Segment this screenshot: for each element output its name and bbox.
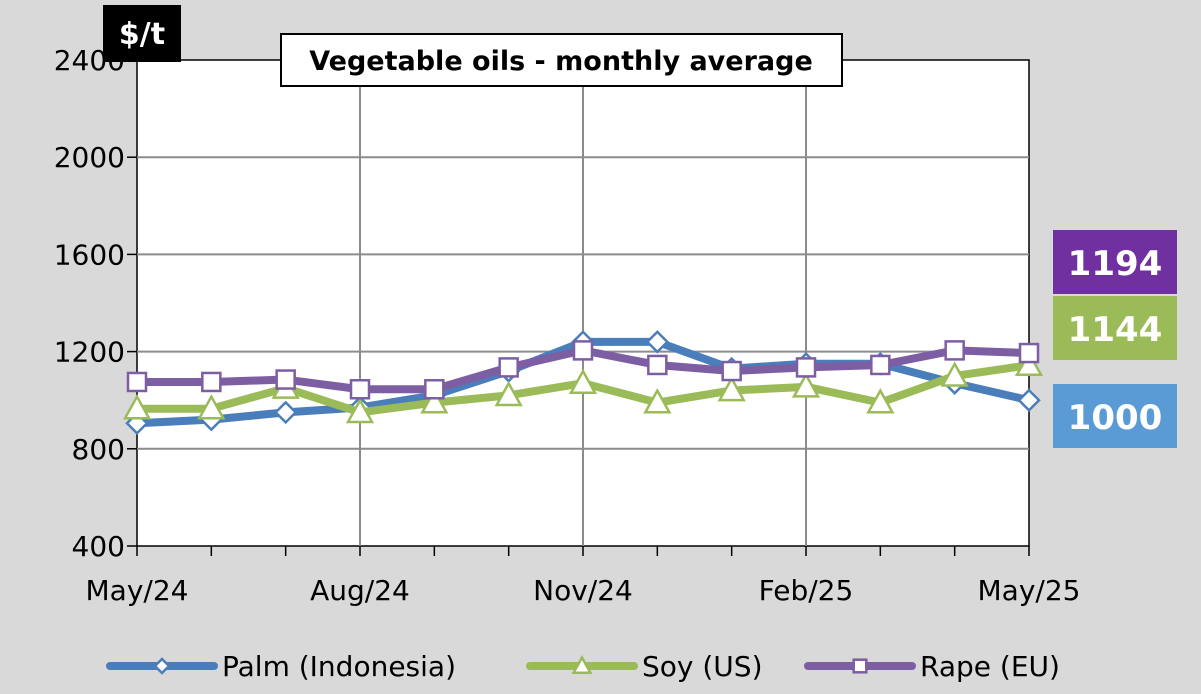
triangle-marker [494, 380, 523, 407]
triangle-marker [122, 394, 152, 420]
legend-label: Rape (EU) [920, 650, 1060, 683]
square-marker [349, 379, 371, 400]
y-tick-label: 1600 [54, 238, 125, 271]
unit-label-box [103, 5, 181, 62]
chart-title: Vegetable oils - monthly average [309, 46, 813, 77]
legend-item: Soy (US) [526, 650, 763, 683]
end-value-badge-label: 1194 [1068, 244, 1163, 284]
square-marker [126, 371, 148, 393]
diamond-marker [645, 330, 670, 354]
end-value-badge [1053, 384, 1177, 448]
triangle-marker [345, 397, 375, 424]
triangle-marker [568, 368, 598, 395]
triangle-marker [1014, 350, 1044, 377]
triangle-marker [420, 388, 449, 414]
square-marker [852, 658, 868, 674]
square-marker [498, 357, 519, 378]
square-marker [1018, 342, 1040, 364]
y-tick-label: 1200 [54, 336, 125, 369]
series-rape-eu [126, 340, 1040, 400]
end-value-badge-label: 1144 [1068, 310, 1163, 350]
legend-label: Palm (Indonesia) [222, 650, 456, 683]
gridlines [137, 60, 1029, 546]
x-axis: May/24 Aug/24 Nov/24 Feb/25 May/25 [86, 546, 1081, 607]
end-value-badges: 1194 1144 1000 [1053, 230, 1177, 448]
end-value-badge-label: 1000 [1068, 398, 1163, 438]
diamond-marker [273, 400, 298, 425]
triangle-marker [717, 375, 746, 402]
square-marker [647, 354, 668, 376]
y-tick-label: 800 [72, 433, 125, 466]
diamond-marker [153, 657, 171, 675]
x-tick-label: May/24 [86, 574, 189, 607]
square-marker [572, 340, 594, 361]
y-tick-label: 400 [72, 530, 125, 563]
triangle-marker [866, 388, 895, 414]
x-tick-label: Feb/25 [759, 574, 854, 607]
triangle-marker [643, 388, 672, 414]
y-tick-label: 2000 [54, 141, 125, 174]
triangle-marker [197, 394, 226, 420]
x-tick-label: Nov/24 [533, 574, 633, 607]
end-value-badge [1053, 296, 1177, 360]
square-marker [795, 357, 817, 378]
legend: Palm (Indonesia) Soy (US) Rape (EU) [106, 650, 1060, 683]
square-marker [870, 354, 891, 376]
triangle-marker [940, 361, 969, 387]
square-marker [944, 340, 965, 361]
square-marker [721, 360, 742, 382]
triangle-marker [791, 372, 821, 398]
end-value-badge [1053, 230, 1177, 294]
x-tick-label: May/25 [978, 574, 1081, 607]
square-marker [275, 369, 296, 390]
legend-label: Soy (US) [642, 650, 763, 683]
triangle-marker [571, 655, 593, 674]
x-tick-label: Aug/24 [310, 574, 410, 607]
square-marker [424, 379, 445, 400]
title-box [280, 33, 843, 87]
legend-item: Palm (Indonesia) [106, 650, 456, 683]
series-layer [122, 330, 1044, 436]
unit-label: $/t [119, 17, 165, 52]
square-marker [201, 371, 222, 393]
diamond-marker [1017, 388, 1041, 412]
legend-item: Rape (EU) [804, 650, 1060, 683]
